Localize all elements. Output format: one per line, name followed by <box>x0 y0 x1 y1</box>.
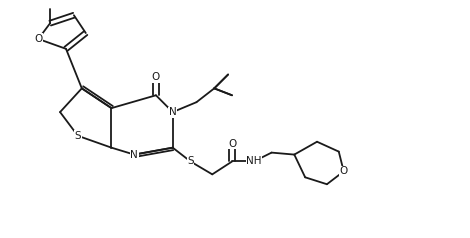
Text: O: O <box>152 73 160 83</box>
Text: S: S <box>187 157 194 167</box>
Text: O: O <box>340 166 348 176</box>
Text: N: N <box>130 149 138 160</box>
Text: O: O <box>228 139 236 149</box>
Text: NH: NH <box>246 157 261 167</box>
Text: N: N <box>169 107 177 117</box>
Text: S: S <box>75 131 81 141</box>
Text: O: O <box>34 34 42 44</box>
